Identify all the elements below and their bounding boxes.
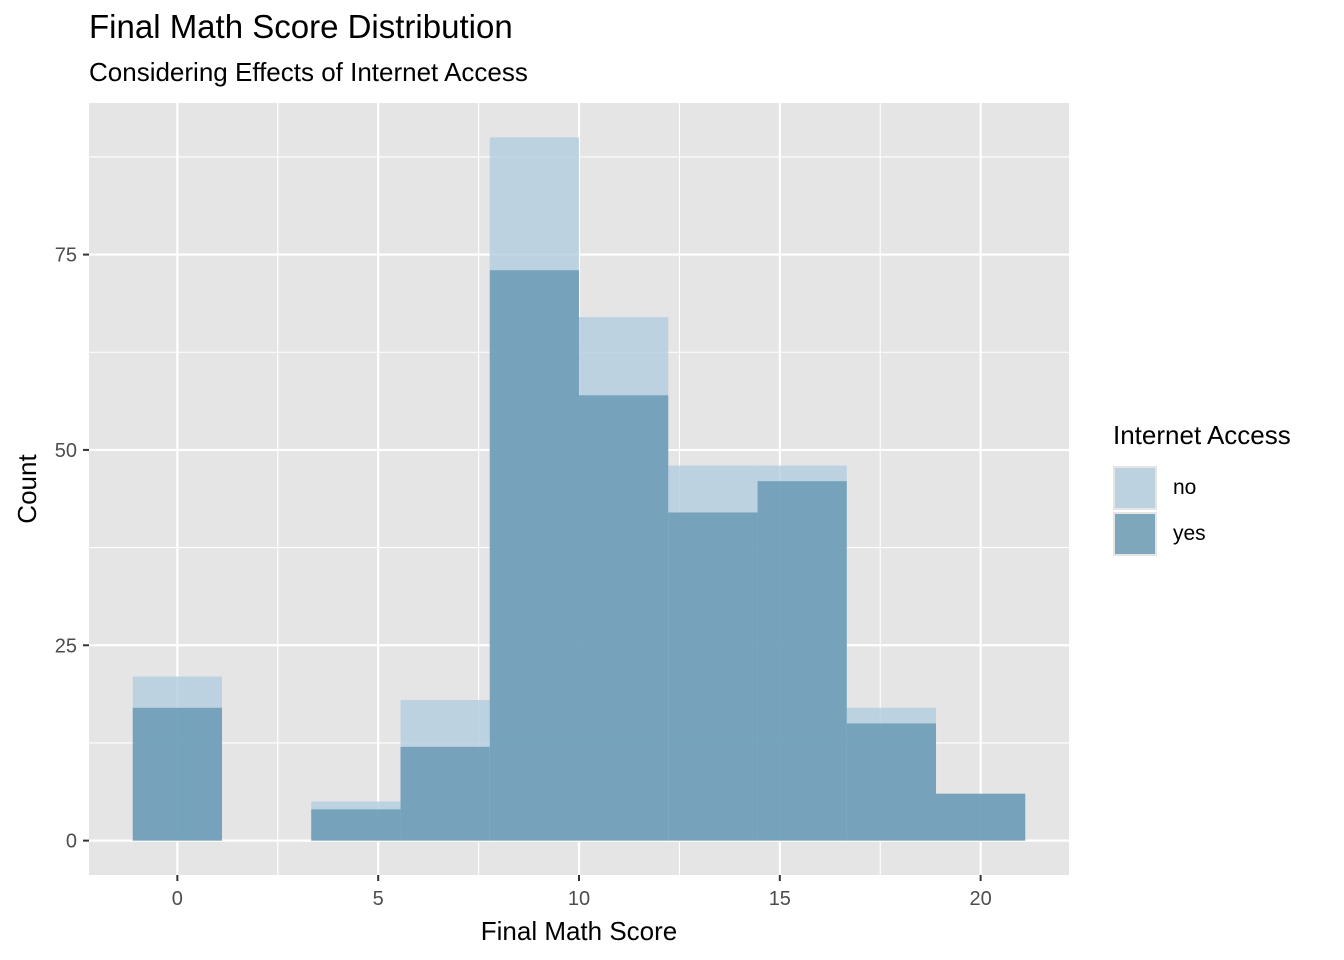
legend-title: Internet Access: [1113, 420, 1291, 450]
chart-title: Final Math Score Distribution: [89, 8, 513, 45]
bar-yes-5: [579, 395, 669, 841]
x-axis: 0 5 10 15 20: [172, 875, 992, 910]
bar-yes-8: [846, 723, 937, 841]
bar-yes-4: [489, 270, 579, 841]
y-tick-label: 0: [66, 831, 77, 853]
legend: Internet Access no yes: [1113, 420, 1291, 556]
bar-yes-3: [400, 746, 490, 841]
x-tick-label: 5: [373, 888, 384, 910]
legend-swatch-no: [1115, 468, 1155, 508]
x-axis-title: Final Math Score: [481, 916, 678, 946]
y-tick-label: 50: [55, 440, 77, 462]
x-tick-label: 0: [172, 888, 183, 910]
bars-series-yes: [132, 270, 1026, 841]
legend-swatch-yes: [1115, 514, 1155, 554]
bar-yes-9: [936, 793, 1026, 841]
y-tick-label: 25: [55, 635, 77, 657]
bar-yes-7: [757, 481, 847, 841]
y-tick-label: 75: [55, 245, 77, 267]
x-tick-label: 10: [568, 888, 590, 910]
legend-key-no: [1113, 466, 1157, 510]
legend-label-no: no: [1173, 476, 1197, 499]
chart-subtitle: Considering Effects of Internet Access: [89, 57, 528, 87]
y-axis: 0 25 50 75: [55, 245, 89, 853]
x-tick-label: 15: [769, 888, 791, 910]
legend-key-yes: [1113, 512, 1157, 556]
bar-yes-2: [311, 809, 401, 841]
legend-label-yes: yes: [1173, 522, 1206, 545]
bar-yes-6: [668, 512, 758, 841]
x-tick-label: 20: [970, 888, 992, 910]
y-axis-title: Count: [12, 454, 42, 524]
legend-item-no: no: [1113, 466, 1253, 510]
bar-yes-0: [132, 707, 222, 841]
legend-item-yes: yes: [1113, 512, 1253, 556]
